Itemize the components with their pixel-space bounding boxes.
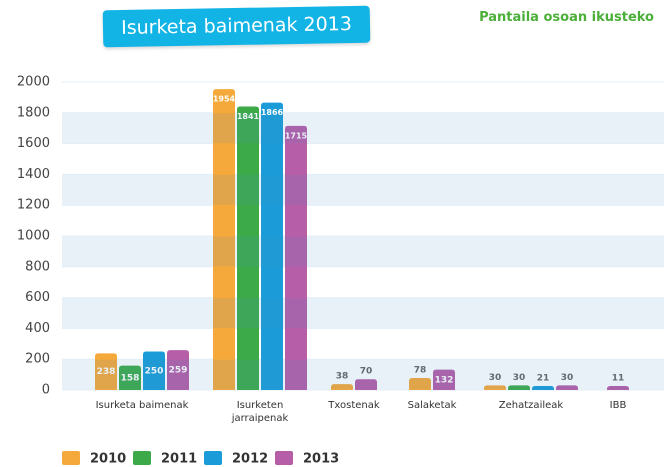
bar xyxy=(143,351,165,390)
value-label: 30 xyxy=(513,373,526,383)
bar xyxy=(532,386,554,390)
value-label: 30 xyxy=(489,373,502,383)
y-tick-label: 600 xyxy=(25,290,50,305)
bar xyxy=(607,386,629,390)
legend-swatch xyxy=(133,451,151,465)
y-tick-label: 0 xyxy=(42,383,50,398)
value-label: 30 xyxy=(561,373,574,383)
y-tick-label: 1400 xyxy=(17,167,50,182)
y-tick-label: 1200 xyxy=(17,198,50,213)
y-tick-label: 800 xyxy=(25,259,50,274)
x-tick-label: IBB xyxy=(609,400,627,411)
value-label: 1715 xyxy=(285,131,308,140)
y-tick-label: 2000 xyxy=(17,75,50,90)
value-label: 238 xyxy=(97,367,116,377)
value-label: 132 xyxy=(435,375,454,385)
bar xyxy=(237,106,259,391)
legend-label: 2010 xyxy=(90,452,126,467)
value-label: 38 xyxy=(336,372,349,382)
bar xyxy=(213,89,235,391)
legend-label: 2012 xyxy=(232,452,268,467)
band xyxy=(62,236,664,267)
value-label: 11 xyxy=(612,374,625,384)
bar xyxy=(285,125,307,390)
bar xyxy=(409,377,431,390)
legend-swatch xyxy=(62,451,80,465)
y-tick-label: 1000 xyxy=(17,229,50,244)
y-tick-label: 200 xyxy=(25,352,50,367)
value-label: 1954 xyxy=(213,95,236,104)
legend-swatch xyxy=(204,451,222,465)
legend-swatch xyxy=(275,451,293,465)
y-tick-label: 1800 xyxy=(17,105,50,120)
bar xyxy=(484,385,506,390)
y-tick-label: 1600 xyxy=(17,136,50,151)
y-tick-label: 400 xyxy=(25,321,50,336)
bar xyxy=(167,350,189,390)
x-tick-label: Salaketak xyxy=(407,400,457,411)
band xyxy=(62,174,664,205)
value-label: 250 xyxy=(145,366,164,376)
bar xyxy=(508,385,530,390)
band xyxy=(62,113,664,144)
bar xyxy=(355,379,377,390)
fullscreen-link[interactable]: Pantaila osoan ikusteko xyxy=(479,10,654,25)
value-label: 158 xyxy=(121,373,140,383)
value-label: 21 xyxy=(537,374,550,384)
band xyxy=(62,359,664,390)
value-label: 70 xyxy=(360,367,373,377)
bar xyxy=(556,385,578,390)
value-label: 1841 xyxy=(237,112,260,121)
bar xyxy=(261,102,283,391)
x-tick-label: Isurketen jarraipenak xyxy=(231,400,289,424)
x-tick-label: Txostenak xyxy=(328,400,380,411)
chart-title: Isurketa baimenak 2013 xyxy=(102,5,371,48)
value-label: 1866 xyxy=(261,108,284,117)
bar xyxy=(119,365,141,390)
bar xyxy=(95,353,117,390)
bar xyxy=(331,384,353,390)
x-tick-label: Zehatzaileak xyxy=(498,400,564,411)
legend-label: 2013 xyxy=(303,452,339,467)
value-label: 259 xyxy=(169,366,188,376)
bar xyxy=(433,369,455,390)
band xyxy=(62,298,664,328)
legend-label: 2011 xyxy=(161,452,197,467)
value-label: 78 xyxy=(414,365,427,375)
x-tick-label: Isurketa baimenak xyxy=(95,400,189,411)
